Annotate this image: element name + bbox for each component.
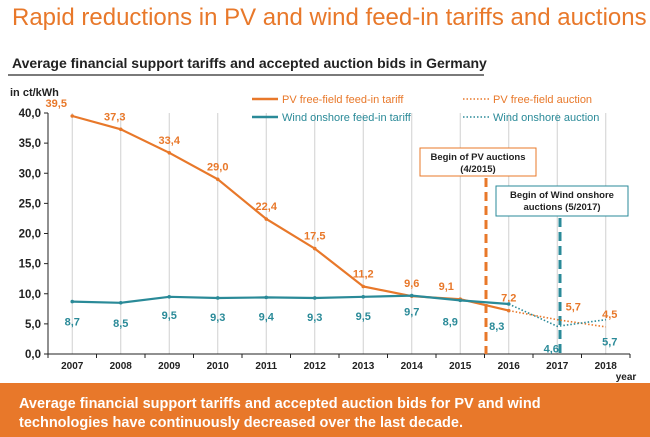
data-point (118, 300, 123, 305)
data-label: 8,9 (443, 316, 458, 328)
data-point (70, 114, 75, 118)
data-label: 5,7 (602, 337, 617, 349)
x-tick-label: 2015 (449, 361, 472, 372)
data-point (458, 298, 463, 303)
legend-label-2: Wind onshore feed-in tariff (282, 112, 412, 124)
data-point (361, 284, 366, 289)
footer-text: Average financial support tariffs and ac… (19, 396, 541, 431)
data-label: 8,3 (489, 321, 504, 333)
data-label: 9,5 (162, 310, 177, 322)
annotation-text: auctions (5/2017) (523, 202, 600, 213)
y-tick-label: 20,0 (19, 229, 41, 241)
series-line-4 (508, 303, 606, 328)
x-tick-label: 2012 (304, 361, 327, 372)
data-point (167, 294, 172, 299)
x-tick-label: 2016 (498, 361, 521, 372)
data-point (312, 296, 317, 300)
data-label: 4,6 (544, 343, 559, 355)
y-tick-label: 10,0 (19, 289, 41, 301)
data-label: 9,3 (307, 312, 322, 324)
x-tick-label: 2011 (255, 361, 277, 372)
data-point (264, 295, 269, 300)
y-tick-label: 30,0 (19, 168, 41, 180)
chart-subtitle: Average financial support tariffs and ac… (12, 55, 487, 71)
annotation-text: (4/2015) (460, 164, 495, 175)
footer-banner: Average financial support tariffs and ac… (0, 383, 650, 437)
tariff-chart: in ct/kWh 0,0 5,0 10,0 15,0 20,0 25,0 30,0 35,0 4… (10, 87, 637, 383)
data-label: 22,4 (256, 201, 278, 213)
annotation-box-1 (419, 147, 537, 177)
series-line-2 (72, 294, 509, 306)
legend-label-1: PV free-field feed-in tariff (282, 94, 404, 106)
x-tick-label: 2013 (352, 361, 375, 372)
data-label: 9,3 (210, 312, 225, 324)
data-label: 9,1 (439, 281, 454, 293)
data-label: 11,2 (353, 269, 374, 281)
data-point (70, 299, 75, 304)
y-tick-label: 35,0 (19, 138, 41, 150)
data-label: 8,5 (113, 318, 128, 330)
annotation-text: Begin of Wind onshore (510, 190, 614, 201)
y-tick-label: 25,0 (19, 198, 41, 210)
y-axis-label: in ct/kWh (10, 87, 59, 99)
x-tick-label: 2007 (61, 361, 84, 372)
data-label: 5,7 (566, 302, 581, 314)
x-tick-label: 2010 (207, 361, 230, 372)
annotation-text: Begin of PV auctions (430, 152, 525, 163)
data-point (167, 150, 172, 155)
y-tick-label: 40,0 (19, 108, 41, 120)
data-label: 7,2 (501, 293, 516, 305)
x-tick-label: 2009 (158, 361, 181, 372)
x-tick-label: 2018 (595, 361, 618, 372)
data-point (361, 294, 366, 299)
slide-title: Rapid reductions in PV and wind feed-in … (12, 4, 647, 31)
data-label: 4,5 (602, 309, 617, 321)
data-label: 9,4 (259, 311, 275, 323)
series-line-3 (508, 309, 606, 328)
data-label: 17,5 (304, 231, 325, 243)
data-point (215, 177, 220, 182)
data-label: 9,5 (356, 311, 371, 323)
data-label: 39,5 (46, 98, 67, 110)
subtitle-rule (8, 74, 484, 76)
data-label: 9,6 (404, 278, 419, 290)
data-label: 8,7 (65, 317, 80, 329)
data-point (312, 246, 317, 251)
data-point (215, 296, 220, 300)
legend-label-4: Wind onshore auction (493, 112, 599, 124)
x-tick-label: 2017 (546, 361, 569, 372)
annotation-box-2 (495, 185, 629, 217)
data-point (118, 127, 123, 132)
data-point (264, 217, 269, 221)
x-axis-label: year (616, 372, 637, 383)
data-label: 37,3 (104, 111, 125, 123)
data-label: 9,7 (404, 307, 419, 319)
y-tick-label: 15,0 (19, 259, 41, 271)
y-tick-label: 0,0 (25, 349, 41, 361)
x-tick-label: 2008 (110, 361, 133, 372)
x-tick-label: 2014 (401, 361, 424, 372)
data-label: 29,0 (207, 161, 228, 173)
data-point (409, 293, 414, 298)
y-tick-label: 5,0 (25, 319, 41, 331)
data-label: 33,4 (159, 135, 181, 147)
legend-label-3: PV free-field auction (493, 94, 592, 106)
